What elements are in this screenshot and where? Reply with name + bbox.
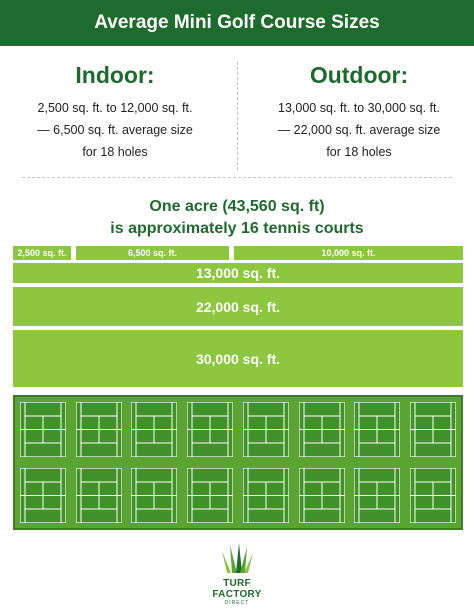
vertical-divider	[237, 62, 238, 170]
indoor-title: Indoor:	[75, 62, 155, 88]
indoor-line-1: 2,500 sq. ft. to 12,000 sq. ft.	[37, 101, 193, 115]
page-header: Average Mini Golf Course Sizes	[0, 0, 474, 46]
acre-statement: One acre (43,560 sq. ft) is approximatel…	[0, 196, 474, 240]
tennis-court	[75, 402, 122, 458]
outdoor-line-2: — 22,000 sq. ft. average size	[277, 123, 441, 137]
tennis-court-grid	[13, 395, 463, 530]
tennis-court	[354, 467, 401, 523]
tennis-court	[19, 402, 66, 458]
bar-10000: 10,000 sq. ft.	[234, 246, 463, 260]
tennis-court	[242, 402, 289, 458]
tennis-court	[187, 402, 234, 458]
bar-13000: 13,000 sq. ft.	[13, 263, 463, 283]
outdoor-line-3: for 18 holes	[326, 145, 392, 159]
bar-13000-label: 13,000 sq. ft.	[195, 265, 281, 281]
page-title: Average Mini Golf Course Sizes	[94, 12, 380, 33]
bar-22000: 22,000 sq. ft.	[13, 287, 463, 326]
bar-10000-label: 10,000 sq. ft.	[321, 248, 376, 258]
indoor-line-2: — 6,500 sq. ft. average size	[37, 123, 193, 137]
outdoor-line-1: 13,000 sq. ft. to 30,000 sq. ft.	[278, 101, 440, 115]
outdoor-title: Outdoor:	[309, 62, 409, 88]
acre-line-2: is approximately 16 tennis courts	[110, 220, 364, 237]
bar-6500: 6,500 sq. ft.	[76, 246, 229, 260]
grass-logo-icon	[222, 543, 253, 573]
brand-logo: TURF FACTORY DIRECT	[197, 543, 277, 607]
tennis-court	[131, 467, 178, 523]
outdoor-section: Outdoor: 13,000 sq. ft. to 30,000 sq. ft…	[244, 62, 474, 163]
tennis-court	[410, 467, 457, 523]
logo-brand-sub: DIRECT	[224, 600, 250, 606]
tennis-court	[298, 402, 345, 458]
tennis-court	[298, 467, 345, 523]
tennis-court	[242, 467, 289, 523]
tennis-court	[19, 467, 66, 523]
bar-6500-label: 6,500 sq. ft.	[127, 248, 178, 258]
tennis-court	[75, 467, 122, 523]
indoor-section: Indoor: 2,500 sq. ft. to 12,000 sq. ft. …	[0, 62, 230, 163]
tennis-court	[410, 402, 457, 458]
horizontal-divider	[22, 177, 452, 178]
bar-22000-label: 22,000 sq. ft.	[195, 298, 281, 315]
bar-30000-label: 30,000 sq. ft.	[195, 350, 281, 367]
tennis-court	[131, 402, 178, 458]
indoor-line-3: for 18 holes	[82, 145, 148, 159]
logo-brand-name: TURF FACTORY	[212, 578, 262, 600]
bar-30000: 30,000 sq. ft.	[13, 330, 463, 387]
bar-2500: 2,500 sq. ft.	[13, 246, 71, 260]
tennis-court	[187, 467, 234, 523]
tennis-court	[354, 402, 401, 458]
bar-2500-label: 2,500 sq. ft.	[17, 248, 67, 258]
acre-line-1: One acre (43,560 sq. ft)	[149, 198, 325, 215]
